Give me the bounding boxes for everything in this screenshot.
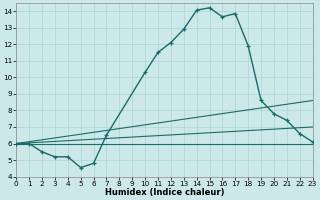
X-axis label: Humidex (Indice chaleur): Humidex (Indice chaleur) xyxy=(105,188,224,197)
